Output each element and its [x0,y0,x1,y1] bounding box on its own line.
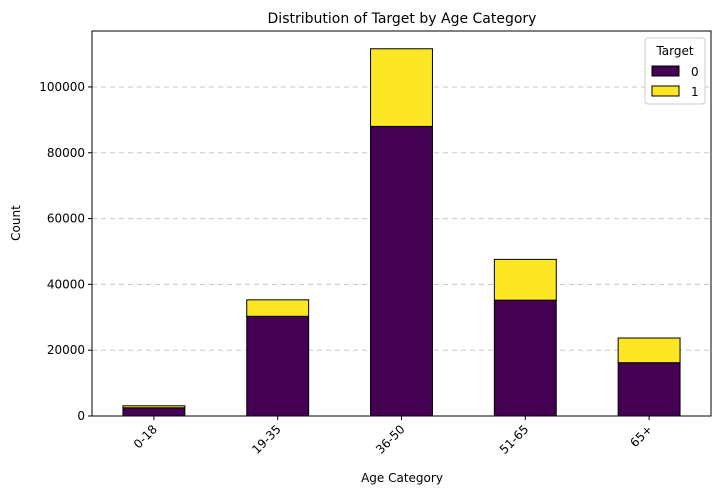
legend-items: 01 [651,65,699,99]
bar-51-65-target-1 [493,258,557,301]
legend-swatch-0 [651,65,680,77]
bar-19-35-target-0 [246,315,310,417]
x-axis: 0-18 19-35 36-50 51-65 65+ [131,416,655,457]
bar-51-65-target-0 [493,299,557,417]
y-tick-label: 20000 [47,343,85,357]
bar-65+-target-1 [617,337,681,364]
x-tick-label: 65+ [627,422,655,450]
bar-0-18-target-0 [122,407,186,417]
chart-title: Distribution of Target by Age Category [268,11,537,27]
x-tick-label: 19-35 [249,422,284,457]
legend-label-1: 1 [691,85,699,99]
legend-swatch-1 [651,85,680,97]
x-axis-title: Age Category [361,471,443,485]
legend: Target 01 [644,37,706,105]
bar-65+-target-0 [617,362,681,417]
bar-19-35-target-1 [246,299,310,317]
y-tick-label: 80000 [47,146,85,160]
bar-0-18-target-1 [122,405,186,409]
y-tick-label: 40000 [47,277,85,291]
y-tick-label: 0 [77,409,85,423]
legend-title: Target [655,44,693,58]
y-axis: 0 20000 40000 60000 80000 100000 [39,80,92,423]
x-tick-label: 0-18 [131,422,160,451]
y-axis-title: Count [9,205,23,241]
bar-36-50-target-0 [370,125,433,417]
bar-36-50-target-1 [370,48,433,127]
x-tick-label: 51-65 [497,422,532,457]
y-tick-label: 60000 [47,212,85,226]
legend-label-0: 0 [691,65,699,79]
y-tick-label: 100000 [39,80,85,94]
x-tick-label: 36-50 [373,422,408,457]
bars [122,48,681,417]
